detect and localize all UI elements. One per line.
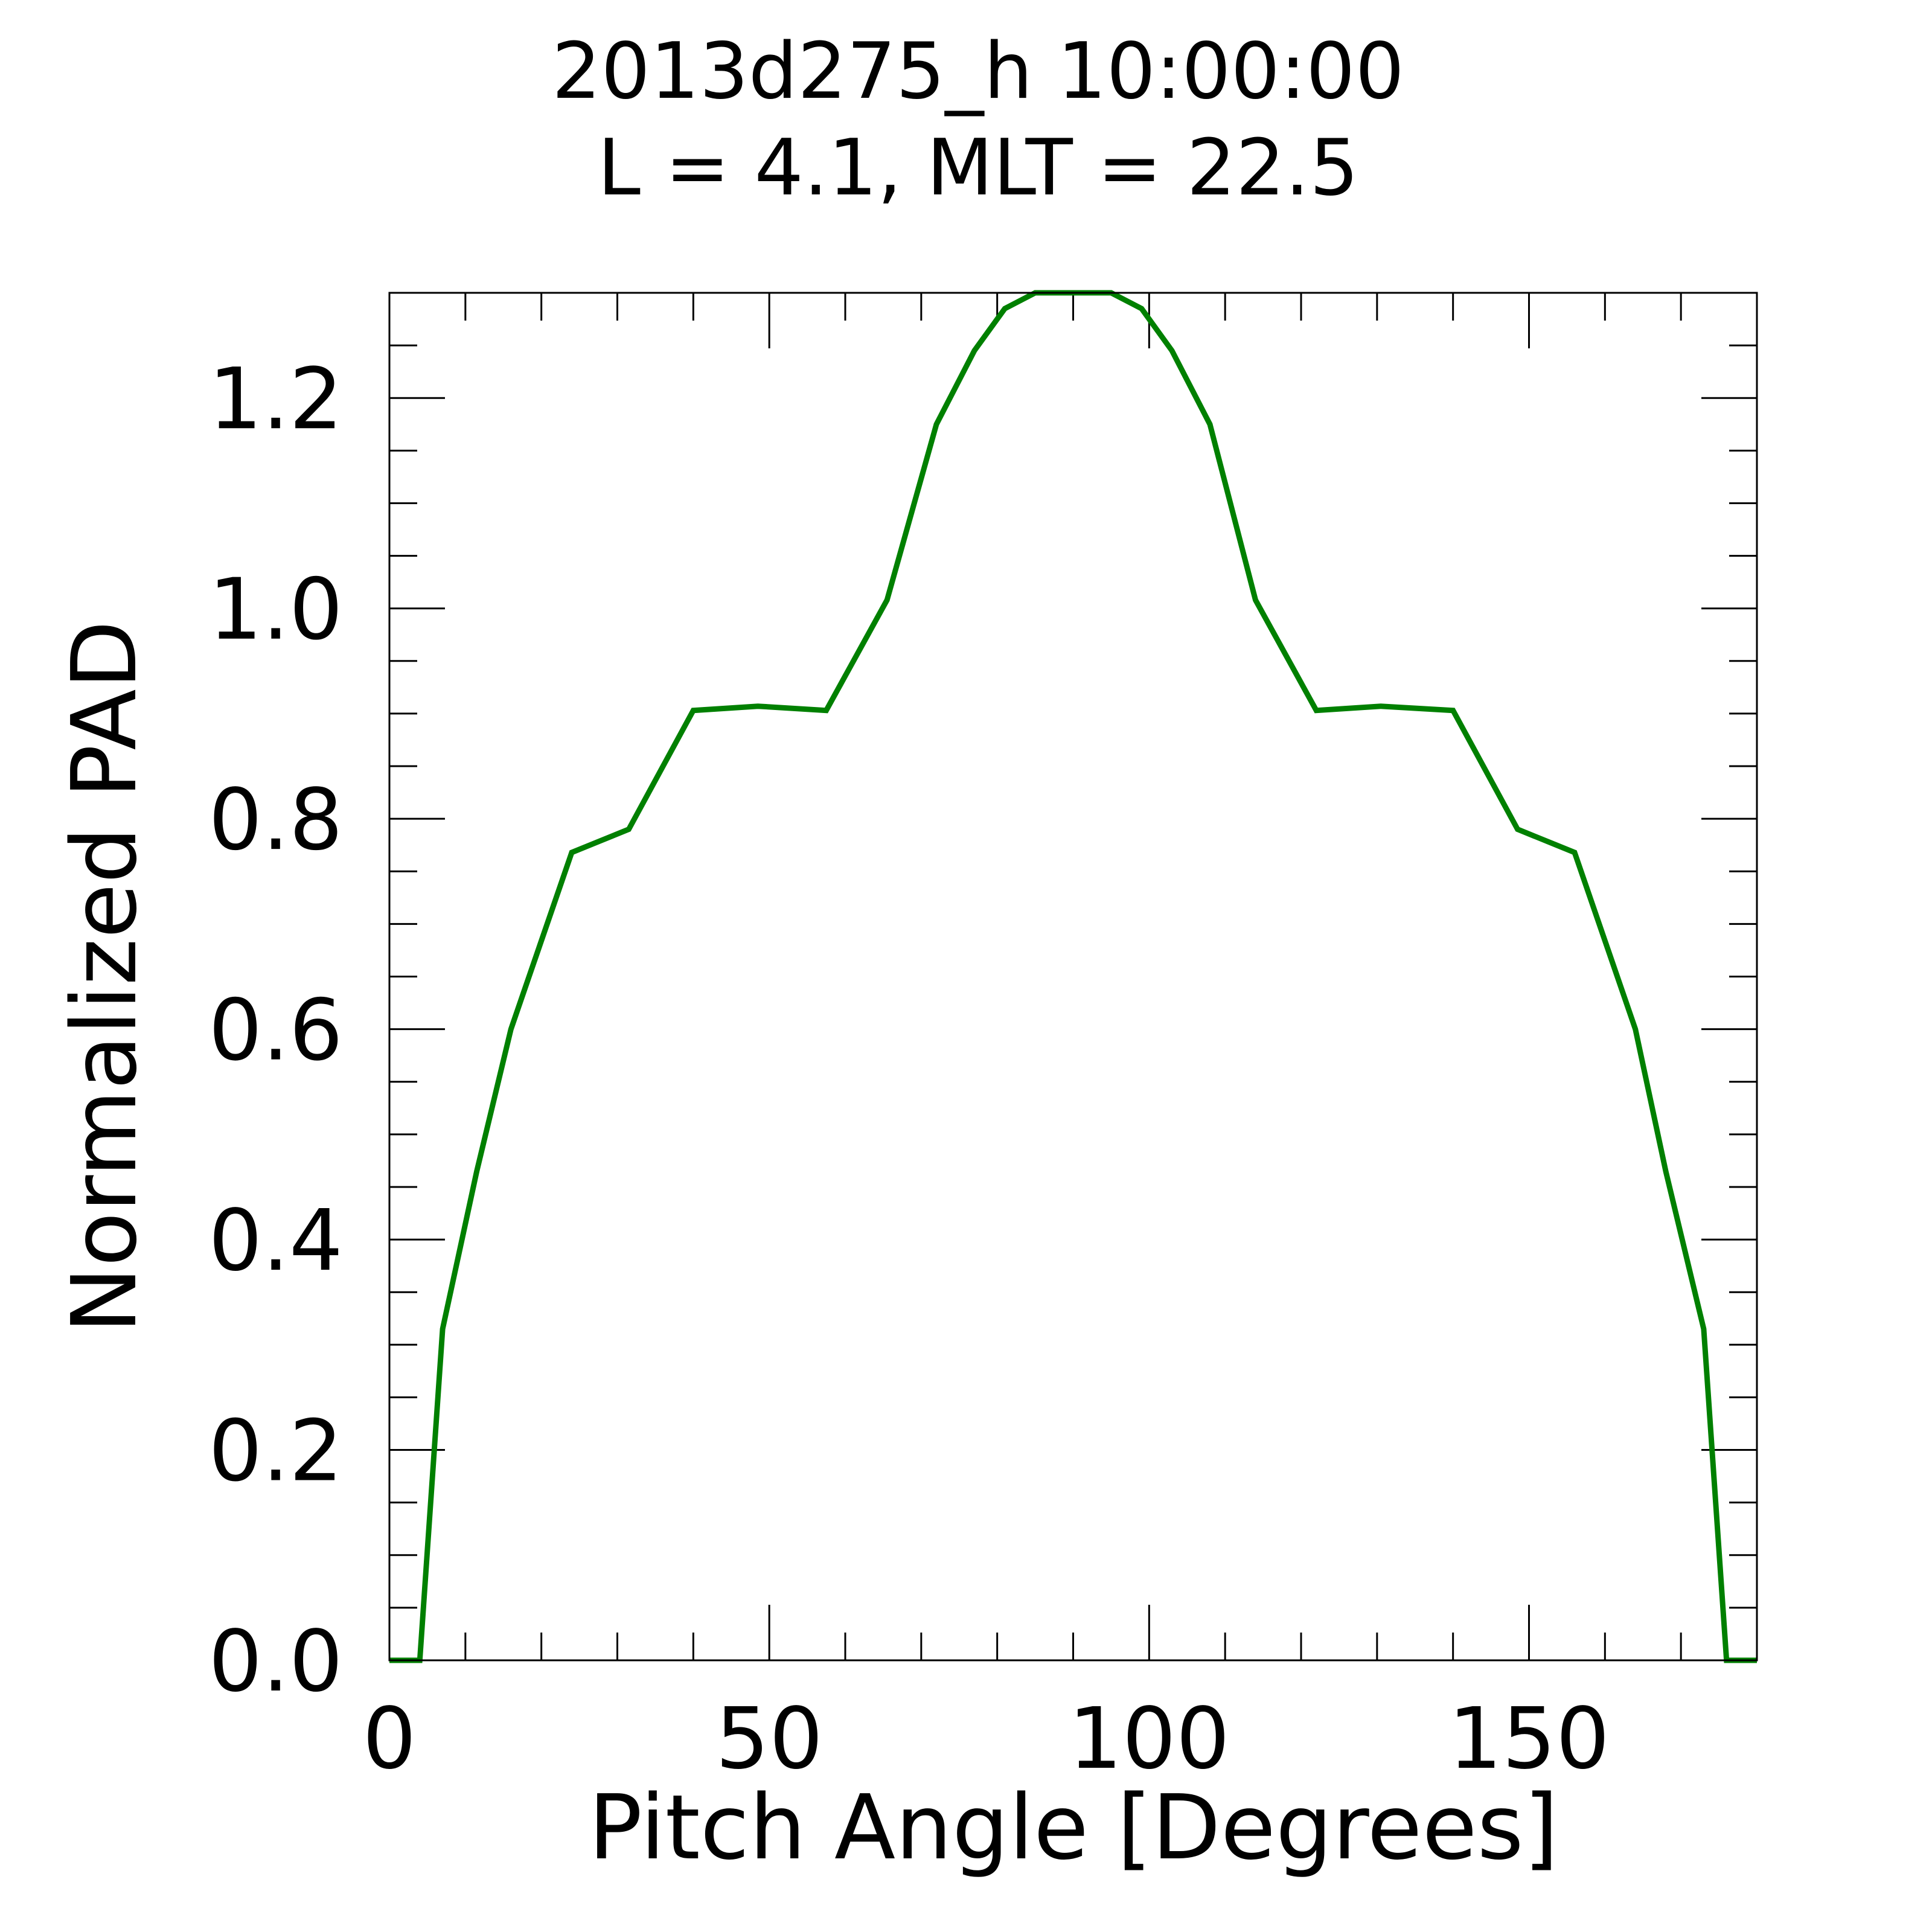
series-layer [389, 290, 1757, 1663]
x-tick-label: 100 [1069, 1690, 1230, 1788]
series-line-0 [389, 290, 1757, 1663]
tick-labels: 0 50 100 150 0.0 0.2 0.4 0.6 0.8 1.0 1.2 [208, 350, 1610, 1788]
y-tick-label: 0.2 [208, 1403, 343, 1501]
x-axis-label: Pitch Angle [Degrees] [589, 1776, 1559, 1879]
y-tick-label: 1.0 [208, 561, 343, 659]
y-tick-label: 0.6 [208, 982, 343, 1080]
y-tick-label: 0.0 [208, 1613, 343, 1711]
plot-frame [388, 292, 1758, 1662]
axis-ticks [389, 292, 1757, 1660]
x-tick-label: 0 [362, 1690, 416, 1788]
y-tick-label: 0.4 [208, 1192, 343, 1290]
x-tick-label: 150 [1448, 1690, 1610, 1788]
y-axis-label: Normalized PAD [53, 620, 156, 1333]
chart-subtitle: L = 4.1, MLT = 22.5 [598, 123, 1359, 213]
y-tick-label: 0.8 [208, 771, 343, 869]
y-tick-label: 1.2 [208, 350, 343, 449]
chart-title: 2013d275_h 10:00:00 [552, 27, 1404, 117]
x-tick-label: 50 [715, 1690, 823, 1788]
